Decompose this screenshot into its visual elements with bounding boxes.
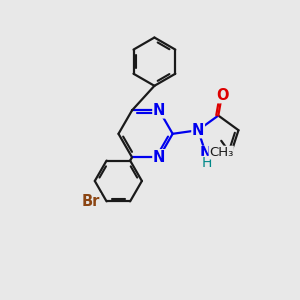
Text: CH₃: CH₃ <box>209 146 233 159</box>
Text: N: N <box>200 146 212 161</box>
Text: O: O <box>216 88 229 103</box>
Text: N: N <box>153 150 165 165</box>
Text: N: N <box>192 123 204 138</box>
Text: N: N <box>153 103 165 118</box>
Text: Br: Br <box>82 194 100 209</box>
Text: H: H <box>201 156 212 170</box>
